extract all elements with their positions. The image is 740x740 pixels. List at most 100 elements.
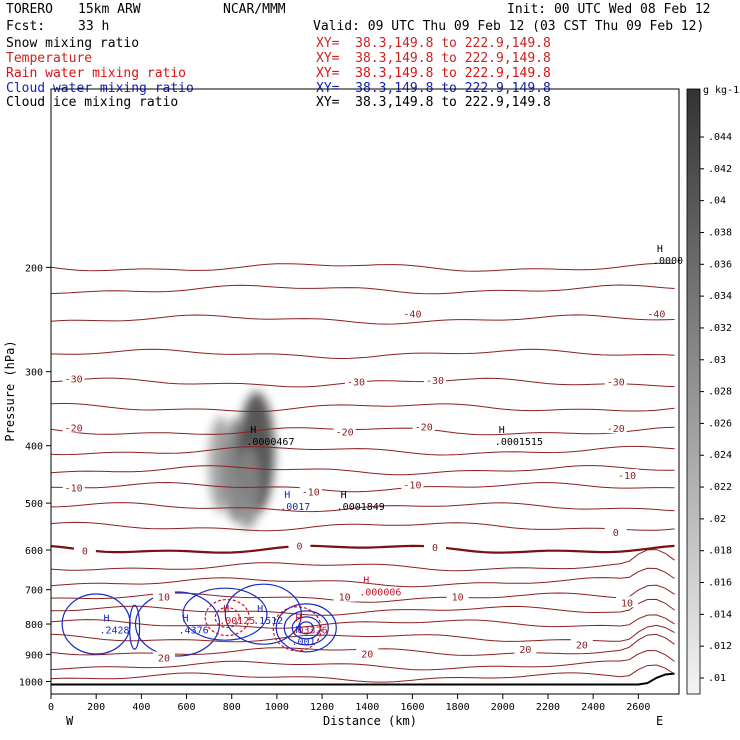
cloud-water-contour — [298, 621, 314, 635]
isotherm-label-bg — [344, 375, 367, 387]
isotherm-label: -20 — [607, 424, 625, 435]
isotherm-line — [51, 465, 675, 476]
high-value: .0001515 — [495, 437, 543, 448]
cloud-water-contour — [134, 591, 221, 657]
isotherm-label-bg — [152, 590, 175, 602]
y-tick-label: 700 — [25, 586, 43, 597]
isotherm-label: 10 — [339, 593, 351, 604]
high-marker: H — [250, 425, 256, 436]
high-marker: H — [223, 604, 229, 615]
high-marker: H — [499, 425, 505, 436]
isotherm-label: -10 — [302, 488, 320, 499]
high-value: .001 — [291, 637, 315, 648]
isotherm-line — [51, 549, 675, 572]
isotherm-label-bg — [514, 643, 537, 655]
high-marker: H — [257, 604, 263, 615]
colorbar-tick-label: .042 — [708, 164, 732, 175]
contour-labels: -40 -40 -30 -30 -30 -30 -20 -20 -20 -20 -10 -10 -10 -… — [62, 307, 668, 665]
colorbar-tick-label: .022 — [708, 482, 732, 493]
organization: NCAR/MMM — [223, 2, 286, 17]
isotherm-line — [51, 481, 675, 493]
colorbar-tick-label: .03 — [708, 355, 726, 366]
isotherm-label-bg — [288, 539, 311, 551]
colorbar-tick-label: .024 — [708, 450, 732, 461]
high-marker: H — [341, 490, 347, 501]
high-value: .03326 — [291, 626, 327, 637]
isotherm-label-bg — [73, 544, 96, 556]
isotherm-label-bg — [604, 422, 627, 434]
y-tick-label: 1000 — [19, 677, 43, 688]
colorbar-tick-label: .012 — [708, 641, 732, 652]
isotherm-line — [51, 664, 675, 683]
x-tick-label: 1000 — [265, 702, 289, 713]
x-axis-label: Distance (km) — [323, 714, 417, 728]
isotherm-label-bg — [333, 590, 356, 602]
x-tick-label: 2200 — [536, 702, 560, 713]
terrain-line — [51, 672, 675, 686]
colorbar-tick-label: .018 — [708, 546, 732, 557]
forecast-hour: 33 h — [78, 19, 110, 34]
cloud-water-contour — [61, 593, 131, 655]
x-axis: 0 200 400 600 800 1000 1200 1400 1600 1800 2000 220… — [48, 694, 650, 713]
high-marker: H — [103, 614, 109, 625]
isotherm-line — [51, 614, 675, 629]
high-value: .2428 — [99, 626, 129, 637]
isotherm-label-bg — [356, 647, 379, 659]
colorbar-tick-label: .04 — [708, 196, 726, 207]
isotherm-label-bg — [401, 478, 424, 490]
field-cloudice-xy: XY= 38.3,149.8 to 222.9,149.8 — [316, 95, 551, 110]
isotherm-label: 20 — [576, 641, 588, 652]
high-value: .0001849 — [337, 502, 385, 513]
isotherm-label: 10 — [452, 593, 464, 604]
y-tick-label: 600 — [25, 546, 43, 557]
high-marker: H — [183, 614, 189, 625]
isotherm-label-bg — [401, 307, 424, 319]
colorbar-tick-label: .036 — [708, 259, 732, 270]
x-tick-label: 800 — [223, 702, 241, 713]
x-tick-label: 2000 — [491, 702, 515, 713]
x-tick-label: 600 — [178, 702, 196, 713]
isotherm-label-bg — [62, 372, 85, 384]
x-tick-label: 1800 — [446, 702, 470, 713]
colorbar-tick-label: .028 — [708, 387, 732, 398]
isotherm-label-bg — [604, 526, 627, 538]
high-marker: H — [363, 576, 369, 587]
field-snow-name: Snow mixing ratio — [6, 36, 140, 51]
cloud-water-contour — [283, 610, 329, 646]
cloud-water-contour — [291, 616, 321, 640]
high-marker: H — [295, 625, 301, 636]
isotherm-label-bg — [645, 307, 668, 319]
colorbar-tick-label: .016 — [708, 578, 732, 589]
isotherm-label: -10 — [403, 481, 421, 492]
isotherm-label: -20 — [415, 423, 433, 434]
isotherm-label-bg — [299, 485, 322, 497]
isotherm-line — [51, 502, 675, 513]
x-tick-label: 200 — [87, 702, 105, 713]
isotherm-label: -10 — [618, 471, 636, 482]
rain-contour — [204, 598, 250, 637]
isotherm-line — [51, 314, 675, 325]
x-tick-label: 0 — [48, 702, 54, 713]
west-label: W — [66, 714, 74, 728]
cloud-water-contour — [275, 603, 337, 653]
temperature-isotherms — [51, 262, 675, 683]
field-temperature-xy: XY= 38.3,149.8 to 222.9,149.8 — [316, 51, 551, 66]
high-marker: H — [284, 490, 290, 501]
isotherm-line — [51, 649, 675, 671]
isotherm-label: -30 — [426, 376, 444, 387]
field-rain-name: Rain water mixing ratio — [6, 66, 187, 81]
high-value: .0000467 — [246, 437, 294, 448]
x-tick-label: 1600 — [400, 702, 424, 713]
high-value: .4376 — [179, 626, 209, 637]
x-tick-label: 2600 — [626, 702, 650, 713]
high-value: .0000 — [653, 256, 683, 267]
field-snow-xy: XY= 38.3,149.8 to 222.9,149.8 — [316, 36, 551, 51]
isotherm-line — [51, 598, 675, 616]
high-marker: H — [295, 614, 301, 625]
colorbar-tick-label: .014 — [708, 609, 732, 620]
y-tick-label: 300 — [25, 368, 43, 379]
isotherm-label: 20 — [361, 649, 373, 660]
isotherm-label: 0 — [432, 543, 438, 554]
colorbar: g kg-1 .01 .012 .014 .016 .018 .02 .022 .024 .02… — [686, 85, 739, 695]
